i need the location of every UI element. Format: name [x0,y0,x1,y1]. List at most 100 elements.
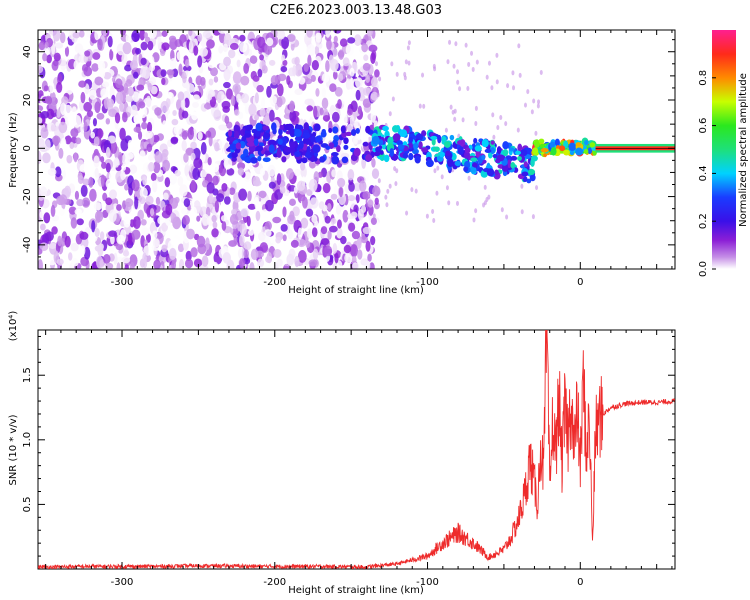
heatmap-cell [348,222,356,232]
heatmap-cell [173,125,183,136]
heatmap-cell [294,255,300,268]
heatmap-cell [294,56,300,66]
heatmap-cell [205,130,212,138]
heatmap-cell [150,172,157,182]
heatmap-cell [325,145,331,150]
heatmap-cell [205,237,210,251]
heatmap-cell [248,103,257,116]
heatmap-cell [375,146,382,153]
heatmap-cell [79,245,86,256]
heatmap-cell [43,212,51,224]
heatmap-cell [312,131,317,138]
heatmap-cell [124,264,129,269]
heatmap-cell [266,37,274,47]
colorbar-ticks: 0.0 0.2 0.4 0.6 0.8 [698,70,716,277]
heatmap-cell [103,223,110,232]
heatmap-cell [186,228,195,240]
heatmap-cell [329,58,339,72]
x-tick-label: -300 [111,277,134,288]
heatmap-cell [144,36,151,43]
heatmap-cell [361,43,369,53]
heatmap-cell [370,91,379,101]
heatmap-cell [262,125,270,131]
heatmap-cell [530,109,534,115]
heatmap-cell [139,150,146,163]
heatmap-cell [403,71,407,77]
heatmap-cell [94,30,100,41]
heatmap-cell [332,242,338,255]
heatmap-cell [456,79,460,85]
heatmap-cell [395,71,399,77]
heatmap-cell [265,255,273,264]
heatmap-cell [259,54,264,61]
heatmap-cell [139,105,148,119]
y-tick-label: 0.5 [22,496,33,512]
heatmap-cell [50,204,56,217]
heatmap-cell [174,196,180,204]
heatmap-cell [243,241,252,251]
heatmap-cell [500,207,504,213]
heatmap-cell [88,176,94,188]
heatmap-cell [470,157,478,162]
heatmap-cell [325,30,331,38]
heatmap-cell [261,97,266,110]
heatmap-cell [222,43,229,53]
heatmap-cell [339,38,348,47]
heatmap-cell [310,74,316,83]
heatmap-cell [490,85,494,91]
heatmap-cell [490,140,495,145]
heatmap-cell [255,210,261,222]
heatmap-cell [150,56,155,68]
heatmap-cell [474,145,482,152]
heatmap-cell [336,260,343,269]
heatmap-cell [162,159,171,172]
heatmap-cell [188,40,193,54]
heatmap-cell [182,71,187,84]
heatmap-cell [303,122,310,132]
heatmap-cell [371,158,376,168]
heatmap-cell [516,127,520,133]
heatmap-cell [183,198,191,208]
heatmap-cell [66,154,73,164]
heatmap-cell [351,230,361,240]
heatmap-cell [232,230,238,239]
colorbar-label: Normalized spectral amplitude [738,73,749,227]
heatmap-cell [481,154,486,161]
heatmap-cell [496,146,502,154]
heatmap-cell [161,222,168,232]
heatmap-cell [91,63,99,72]
heatmap-cell [141,121,148,130]
heatmap-cell [100,174,105,188]
heatmap-cell [350,100,358,113]
heatmap-cell [285,168,294,180]
heatmap-cell [131,229,141,240]
heatmap-cell [119,102,124,112]
heatmap-cell [56,81,63,93]
x-tick-label: -200 [263,577,286,588]
heatmap-cell [64,235,71,248]
heatmap-cell [109,140,118,154]
heatmap-cell [99,231,105,241]
heatmap-cell [68,164,76,173]
heatmap-cell [362,226,372,235]
heatmap-cell [463,166,469,172]
heatmap-cell [467,175,471,181]
y-tick-label: -20 [22,188,33,204]
heatmap-cell [262,157,271,163]
y-tick-label: 20 [22,94,33,107]
heatmap-cell [355,89,361,101]
heatmap-cell [521,171,529,177]
heatmap-cell [221,100,231,110]
heatmap-cell [237,221,243,232]
heatmap-cell [166,69,175,76]
heatmap-cell [142,66,151,79]
heatmap-cell [90,131,96,139]
heatmap-cell [227,129,233,137]
heatmap-cell [362,190,371,200]
heatmap-cell [322,114,331,122]
heatmap-cell [372,213,376,219]
heatmap-cell [312,105,318,119]
heatmap-cell [318,201,325,210]
heatmap-cell [82,178,90,186]
heatmap-cell [568,142,577,152]
